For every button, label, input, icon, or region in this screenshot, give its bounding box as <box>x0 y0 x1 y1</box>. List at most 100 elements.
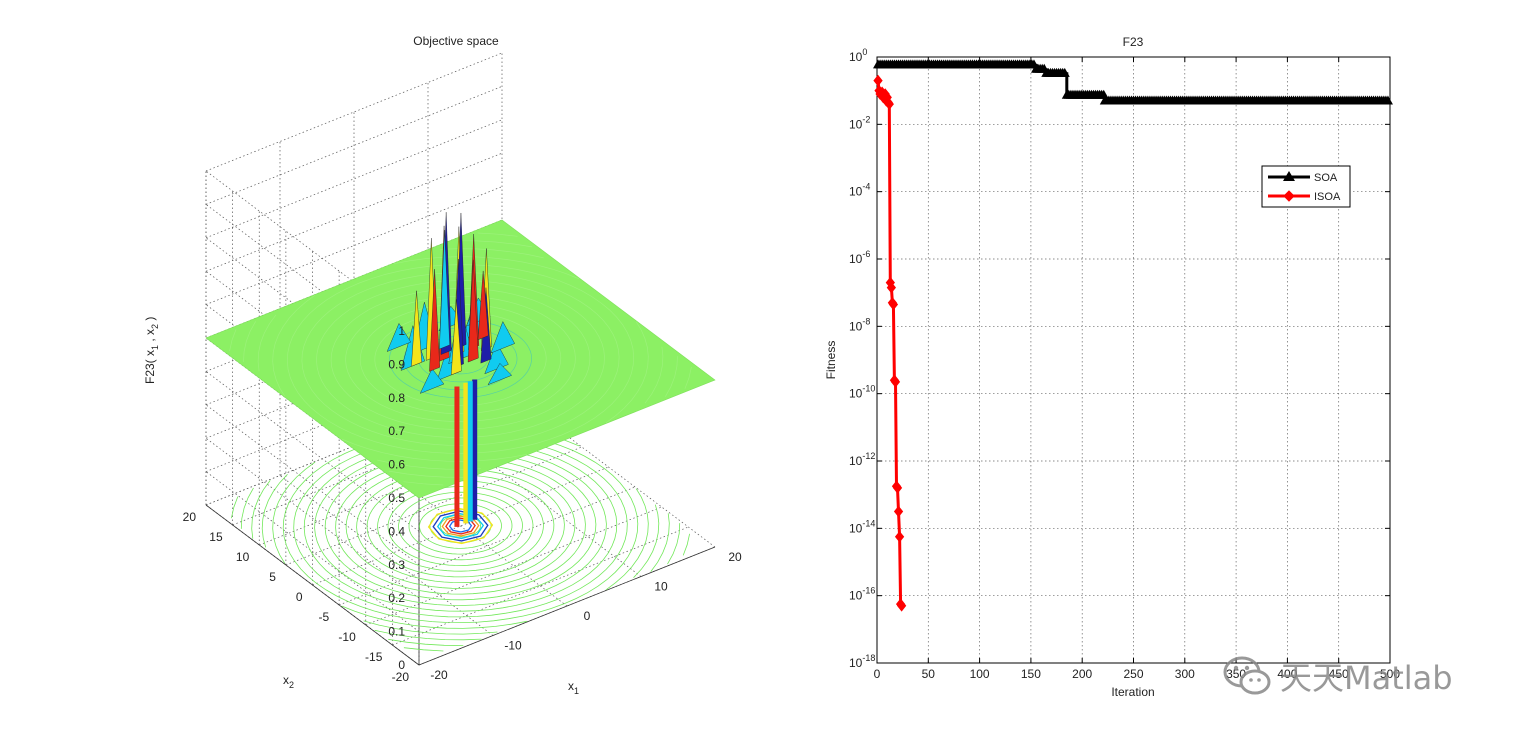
surface-spike <box>467 259 479 363</box>
x-tick-label: 500 <box>1380 667 1400 681</box>
axis-x <box>418 546 716 666</box>
y-tick-label: 15 <box>209 530 223 544</box>
legend-marker-soa <box>1283 171 1295 181</box>
surface-plot: Objective space -20-1001020-20-15-10-505… <box>143 34 742 696</box>
y-tick-label: 10-18 <box>849 653 875 670</box>
y-tick-label: 10-8 <box>849 316 870 333</box>
grid-back-h <box>205 152 503 272</box>
surface-ring <box>243 240 678 478</box>
series-marker-isoa <box>886 281 897 294</box>
surface-ring <box>229 232 692 486</box>
z-tick-label: 0.4 <box>388 524 405 538</box>
z-tick-label: 0 <box>398 658 405 672</box>
x-tick-label: 150 <box>1021 667 1041 681</box>
surface-bump <box>487 363 513 386</box>
y-tick-label: 10-2 <box>849 114 870 131</box>
z-tick-label: 0.7 <box>388 424 405 438</box>
grid-back-h <box>205 353 503 472</box>
grid-floor-y <box>338 486 636 606</box>
grid-floor-y <box>312 466 609 586</box>
contour-ring <box>398 491 523 561</box>
surface-ring <box>359 303 562 415</box>
x-tick-label: 0 <box>584 609 591 623</box>
surface-xlabel: x1 <box>568 679 579 696</box>
grid-back-h <box>205 319 503 439</box>
series-marker-isoa <box>896 599 907 612</box>
surface-ring <box>272 256 649 462</box>
surface-spike <box>450 299 462 376</box>
surface-ticks: -20 -10 0 10 20 -20 -15 -10 -5 0 5 10 15 20 0 0.1 0.2 0.3… <box>183 324 742 684</box>
grid-back-h <box>205 186 503 305</box>
grid-floor-y <box>365 506 662 626</box>
surface-spike <box>439 230 450 350</box>
surface-spike <box>411 290 422 367</box>
y-tick-label: -20 <box>392 670 410 684</box>
grid-back-h <box>205 386 503 506</box>
series-marker-isoa <box>890 376 901 388</box>
convergence-axes <box>877 57 1390 663</box>
grid-floor-y <box>259 426 556 546</box>
legend-label-isoa: ISOA <box>1314 191 1341 203</box>
legend-box <box>1261 165 1351 208</box>
convergence-ylabel: Fitness <box>824 341 838 380</box>
x-tick-label: 10 <box>654 580 668 594</box>
convergence-plot: F23 0 50 100 150 200 250 300 350 400 450 50010010-… <box>824 35 1400 699</box>
grid-floor-y <box>285 446 583 566</box>
surface-spike <box>429 269 440 372</box>
convergence-ticks: 0 50 100 150 200 250 300 350 400 450 50010010-210-… <box>849 47 1400 681</box>
x-tick-label: 0 <box>874 667 881 681</box>
series-marker-soa <box>1382 95 1393 105</box>
y-tick-label: 10-12 <box>849 451 875 468</box>
x-tick-label: 250 <box>1123 667 1143 681</box>
grid-back-h <box>205 286 503 406</box>
x-tick-label: -20 <box>430 668 448 682</box>
y-tick-label: 10 <box>236 550 250 564</box>
z-tick-label: 1 <box>398 324 405 338</box>
series-marker-isoa <box>894 530 905 543</box>
x-tick-label: 300 <box>1175 667 1195 681</box>
y-tick-label: -10 <box>338 630 356 644</box>
watermark-text: 天天Matlab <box>1280 659 1453 697</box>
surface-bump <box>490 321 515 354</box>
z-tick-label: 0.6 <box>388 458 405 472</box>
surface-title: Objective space <box>413 34 499 48</box>
grid-left-h <box>205 471 420 632</box>
surface-zlabel: F23( x1 , x2 ) <box>143 317 160 384</box>
series-marker-isoa <box>888 298 899 311</box>
grid-floor-x <box>427 416 642 577</box>
grid-floor-y <box>232 406 529 526</box>
wechat-icon <box>1223 656 1271 695</box>
grid-back-h <box>205 52 503 172</box>
z-tick-label: 0.1 <box>388 625 405 639</box>
convergence-xlabel: Iteration <box>1111 685 1154 699</box>
surface-body <box>205 212 716 527</box>
x-tick-label: -10 <box>504 639 522 653</box>
grid-floor-x <box>353 445 568 607</box>
y-tick-label: 5 <box>269 570 276 584</box>
y-tick-label: 20 <box>183 510 197 524</box>
y-tick-label: 0 <box>296 590 303 604</box>
z-tick-label: 0.3 <box>388 558 405 572</box>
x-tick-label: 200 <box>1072 667 1092 681</box>
y-tick-label: -5 <box>318 610 329 624</box>
z-tick-label: 0.5 <box>388 491 405 505</box>
surface-bump <box>419 368 445 394</box>
grid-floor-y <box>392 526 689 646</box>
convergence-grid <box>877 57 1390 663</box>
surface-bump <box>386 322 412 352</box>
surface-spike <box>477 270 489 341</box>
series-marker-isoa <box>884 98 894 110</box>
z-tick-label: 0.8 <box>388 391 405 405</box>
series-marker-isoa <box>873 74 883 87</box>
surface-ring <box>257 248 664 470</box>
grid-back-h <box>205 119 503 239</box>
convergence-title: F23 <box>1123 35 1144 49</box>
z-tick-label: 0.2 <box>388 591 405 605</box>
legend-label-soa: SOA <box>1314 172 1338 184</box>
surface-ylabel: x2 <box>283 673 294 690</box>
contour-ring-inner <box>436 512 485 540</box>
grid-floor-x <box>279 475 494 636</box>
contour-ring-inner <box>427 507 494 545</box>
y-tick-label: 10-16 <box>849 586 875 603</box>
